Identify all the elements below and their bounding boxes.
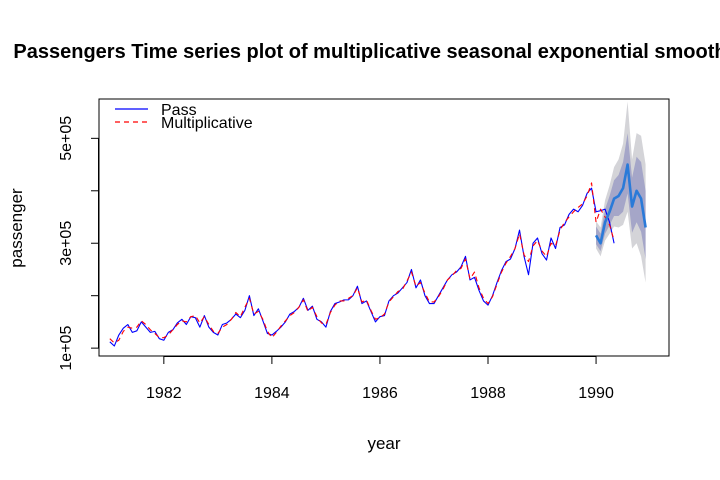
- x-tick-label: 1982: [146, 385, 182, 402]
- series-lines: [109, 163, 647, 347]
- legend: Pass Multiplicative: [115, 102, 253, 132]
- x-tick-label: 1986: [362, 385, 398, 402]
- y-tick-label: 1e+05: [58, 326, 75, 371]
- plot-area-border: [98, 98, 670, 357]
- legend-label-pass: Pass: [161, 102, 197, 119]
- chart-title: Passengers Time series plot of multiplic…: [13, 41, 720, 63]
- x-axis-label: year: [367, 434, 400, 453]
- y-tick-label: 3e+05: [58, 221, 75, 266]
- y-tick-label: 5e+05: [58, 116, 75, 161]
- series-line-forecast: [594, 163, 647, 245]
- series-line-pass: [109, 187, 615, 347]
- x-tick-label: 1984: [254, 385, 290, 402]
- x-axis: 1982 1984 1986 1988 1990: [146, 356, 614, 402]
- series-line-multiplicative: [109, 182, 615, 344]
- y-axis: 1e+05 3e+05 5e+05: [58, 116, 99, 371]
- x-tick-label: 1988: [470, 385, 506, 402]
- x-tick-label: 1990: [578, 385, 614, 402]
- legend-label-multiplicative: Multiplicative: [161, 115, 253, 132]
- forecast-inner-interval: [596, 133, 646, 259]
- y-axis-label: passenger: [7, 188, 26, 268]
